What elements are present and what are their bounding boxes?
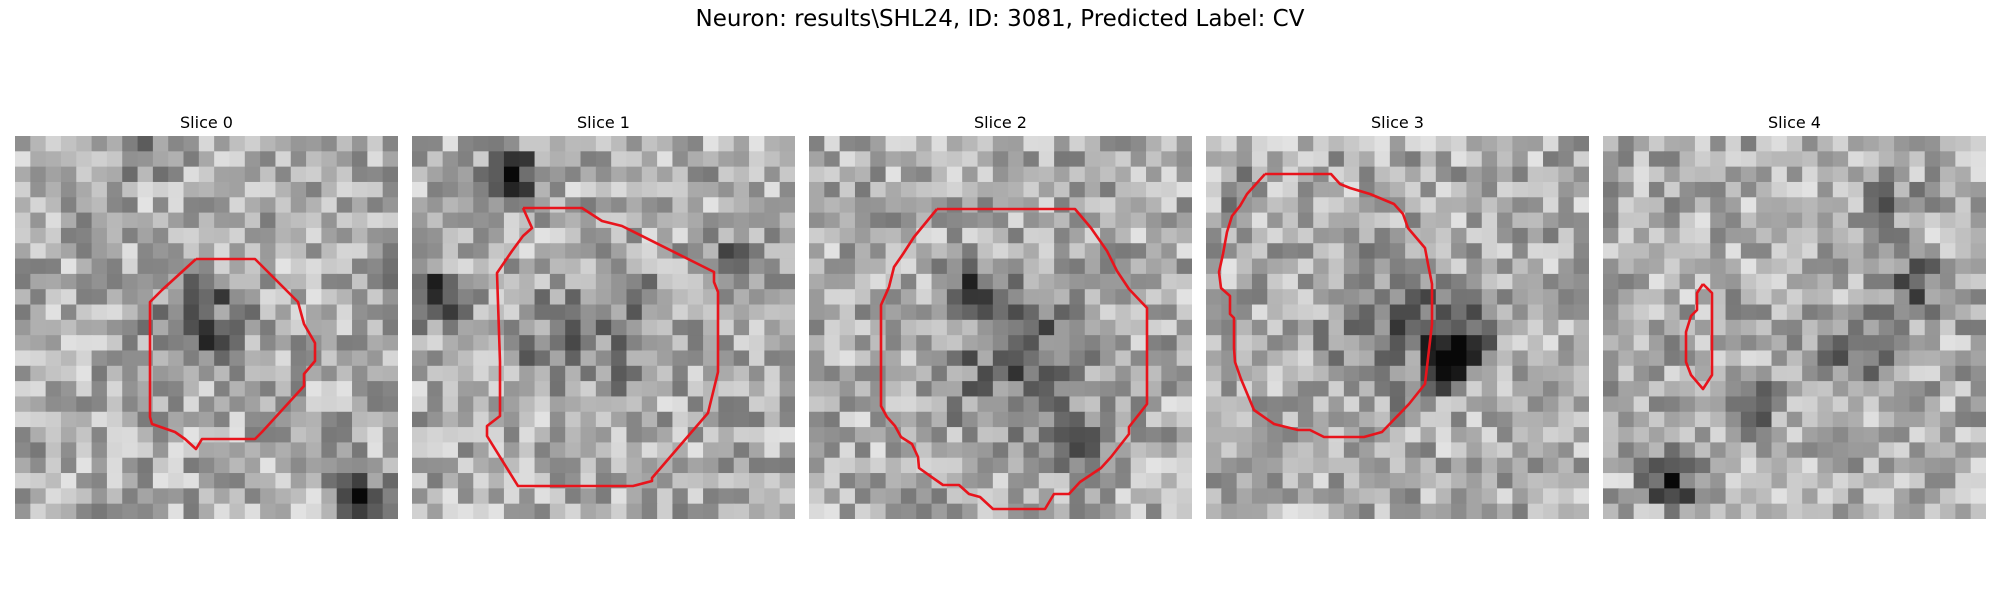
slice-image-1 [412,136,795,519]
slice-panel-1: Slice 1 [412,110,795,519]
segmentation-contour [148,257,317,451]
segmentation-contour [1217,172,1434,439]
segmentation-contour [1684,283,1714,391]
segmentation-contour [879,207,1149,511]
slice-title-1: Slice 1 [577,113,630,132]
slice-panel-3: Slice 3 [1206,110,1589,519]
slice-title-0: Slice 0 [180,113,233,132]
grayscale-microscopy-image [1603,136,1986,519]
grayscale-microscopy-image [15,136,398,519]
slice-image-0 [15,136,398,519]
grayscale-microscopy-image [809,136,1192,519]
slice-panel-0: Slice 0 [15,110,398,519]
slice-image-2 [809,136,1192,519]
slice-panel-4: Slice 4 [1603,110,1986,519]
slice-image-3 [1206,136,1589,519]
slice-title-4: Slice 4 [1768,113,1821,132]
grayscale-microscopy-image [1206,136,1589,519]
slice-title-2: Slice 2 [974,113,1027,132]
slice-panel-2: Slice 2 [809,110,1192,519]
slice-image-4 [1603,136,1986,519]
slice-title-3: Slice 3 [1371,113,1424,132]
grayscale-microscopy-image [412,136,795,519]
figure-title: Neuron: results\SHL24, ID: 3081, Predict… [695,6,1305,32]
segmentation-contour [485,206,720,488]
